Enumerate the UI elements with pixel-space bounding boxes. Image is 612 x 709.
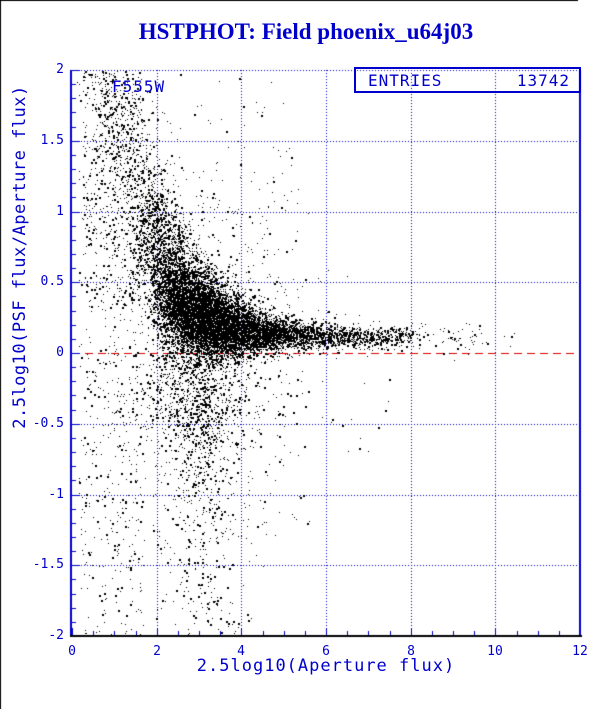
y-tick-label: 1.5 (40, 133, 64, 148)
y-tick-label: 0 (56, 345, 64, 360)
x-tick-label: 2 (153, 644, 161, 659)
x-tick-label: 6 (322, 644, 330, 659)
y-tick-label: -0.5 (32, 416, 64, 431)
page-title: HSTPHOT: Field phoenix_u64j03 (138, 19, 474, 44)
y-tick-label: -1.5 (32, 557, 64, 572)
x-tick-label: 8 (407, 644, 415, 659)
y-tick-label: -2 (48, 628, 64, 643)
x-tick-label: 10 (487, 644, 503, 659)
filter-label: F555W (112, 77, 166, 96)
x-tick-label: 0 (68, 644, 76, 659)
y-tick-label: -1 (48, 487, 64, 502)
x-axis-label: 2.5log10(Aperture flux) (196, 656, 456, 676)
y-tick-label: 0.5 (40, 274, 64, 289)
entries-box: ENTRIES 13742 (354, 67, 581, 93)
y-tick-label: 2 (56, 62, 64, 77)
entries-value: 13742 (516, 70, 570, 90)
entries-label: ENTRIES (368, 70, 443, 90)
x-tick-label: 4 (237, 644, 245, 659)
x-tick-label: 12 (572, 644, 588, 659)
y-tick-label: 1 (56, 204, 64, 219)
